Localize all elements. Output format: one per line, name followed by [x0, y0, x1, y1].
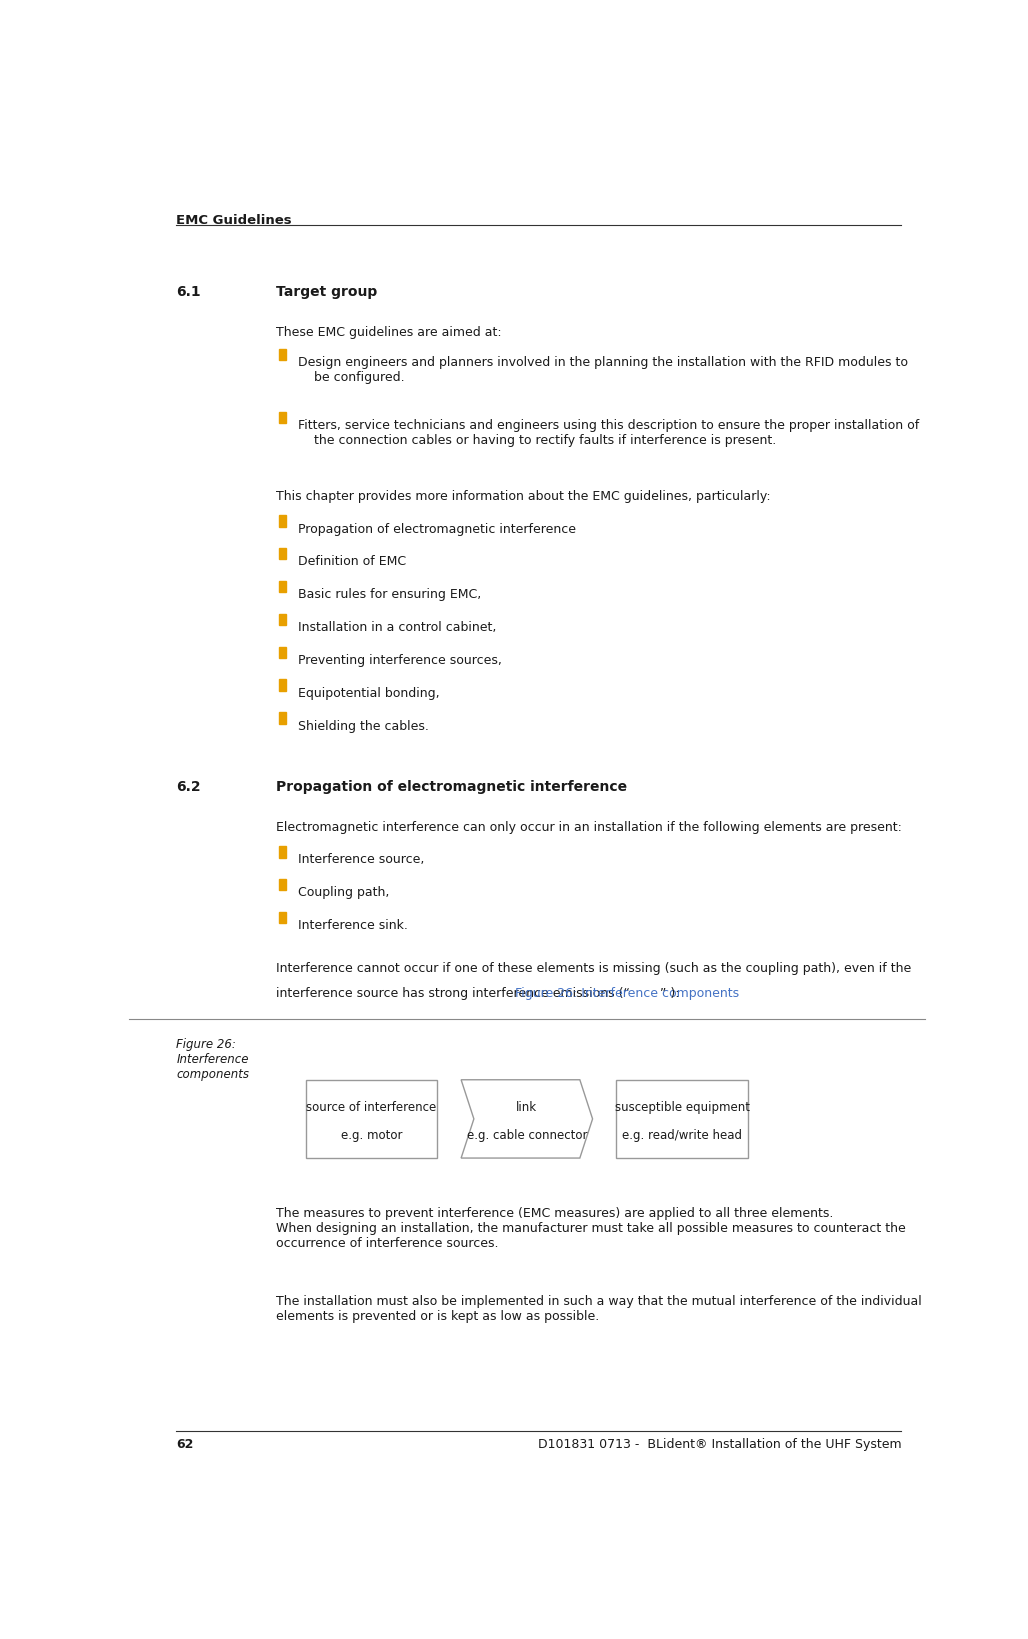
- Text: Shielding the cables.: Shielding the cables.: [298, 720, 429, 733]
- Text: 6.2: 6.2: [177, 780, 200, 793]
- Text: e.g. read/write head: e.g. read/write head: [622, 1128, 742, 1141]
- FancyBboxPatch shape: [305, 1080, 437, 1159]
- Text: Electromagnetic interference can only occur in an installation if the following : Electromagnetic interference can only oc…: [276, 820, 902, 833]
- Text: Target group: Target group: [276, 285, 377, 298]
- Bar: [279, 516, 286, 528]
- Text: Figure 26: Interference components: Figure 26: Interference components: [515, 987, 739, 1000]
- FancyBboxPatch shape: [617, 1080, 748, 1159]
- Bar: [279, 413, 286, 425]
- Text: susceptible equipment: susceptible equipment: [615, 1100, 749, 1113]
- Bar: [279, 680, 286, 692]
- Text: Installation in a control cabinet,: Installation in a control cabinet,: [298, 621, 497, 634]
- Text: Interference cannot occur if one of these elements is missing (such as the coupl: Interference cannot occur if one of thes…: [276, 962, 911, 975]
- Text: 6.1: 6.1: [177, 285, 200, 298]
- Bar: [279, 913, 286, 924]
- Text: 62: 62: [177, 1437, 193, 1451]
- Polygon shape: [462, 1080, 592, 1159]
- Text: Coupling path,: Coupling path,: [298, 885, 390, 898]
- Text: Design engineers and planners involved in the planning the installation with the: Design engineers and planners involved i…: [298, 356, 908, 384]
- Text: ” ):: ” ):: [660, 987, 680, 1000]
- Text: Definition of EMC: Definition of EMC: [298, 556, 406, 569]
- Text: Figure 26:
Interference
components: Figure 26: Interference components: [177, 1037, 250, 1080]
- Bar: [279, 582, 286, 593]
- Text: Propagation of electromagnetic interference: Propagation of electromagnetic interfere…: [276, 780, 627, 793]
- Text: The installation must also be implemented in such a way that the mutual interfer: The installation must also be implemente…: [276, 1295, 922, 1323]
- Text: Equipotential bonding,: Equipotential bonding,: [298, 687, 440, 700]
- Bar: [279, 349, 286, 361]
- Text: These EMC guidelines are aimed at:: These EMC guidelines are aimed at:: [276, 326, 502, 338]
- Bar: [279, 847, 286, 857]
- Text: Basic rules for ensuring EMC,: Basic rules for ensuring EMC,: [298, 588, 481, 602]
- Text: e.g. cable connector: e.g. cable connector: [467, 1128, 587, 1141]
- Text: Interference sink.: Interference sink.: [298, 918, 408, 931]
- Text: Propagation of electromagnetic interference: Propagation of electromagnetic interfere…: [298, 523, 577, 536]
- Text: interference source has strong interference emissions (“: interference source has strong interfere…: [276, 987, 630, 1000]
- Text: Preventing interference sources,: Preventing interference sources,: [298, 654, 502, 667]
- Text: Interference source,: Interference source,: [298, 852, 425, 865]
- Text: The measures to prevent interference (EMC measures) are applied to all three ele: The measures to prevent interference (EM…: [276, 1206, 906, 1249]
- Text: e.g. motor: e.g. motor: [340, 1128, 402, 1141]
- Text: link: link: [516, 1100, 538, 1113]
- Bar: [279, 549, 286, 561]
- Bar: [279, 615, 286, 626]
- Bar: [279, 713, 286, 724]
- Text: source of interference: source of interference: [306, 1100, 437, 1113]
- Bar: [279, 647, 286, 659]
- Text: This chapter provides more information about the EMC guidelines, particularly:: This chapter provides more information a…: [276, 490, 771, 503]
- Text: EMC Guidelines: EMC Guidelines: [177, 215, 292, 228]
- Text: D101831 0713 -  BLident® Installation of the UHF System: D101831 0713 - BLident® Installation of …: [538, 1437, 902, 1451]
- Bar: [279, 880, 286, 892]
- Text: Fitters, service technicians and engineers using this description to ensure the : Fitters, service technicians and enginee…: [298, 420, 919, 447]
